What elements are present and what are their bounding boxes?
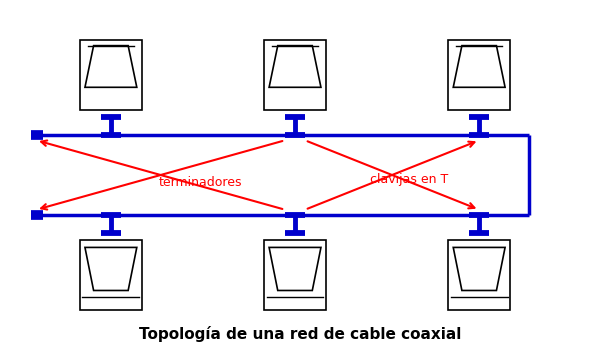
Text: Topología de una red de cable coaxial: Topología de una red de cable coaxial xyxy=(139,326,461,342)
Polygon shape xyxy=(269,247,321,290)
Polygon shape xyxy=(453,46,505,87)
Text: clavijas en T: clavijas en T xyxy=(370,174,449,187)
Text: terminadores: terminadores xyxy=(159,176,242,189)
Bar xyxy=(264,40,326,110)
Bar xyxy=(80,40,142,110)
Bar xyxy=(264,240,326,310)
Polygon shape xyxy=(453,247,505,290)
Bar xyxy=(448,40,510,110)
Bar xyxy=(80,240,142,310)
Polygon shape xyxy=(85,247,137,290)
Bar xyxy=(448,240,510,310)
Polygon shape xyxy=(269,46,321,87)
Polygon shape xyxy=(85,46,137,87)
